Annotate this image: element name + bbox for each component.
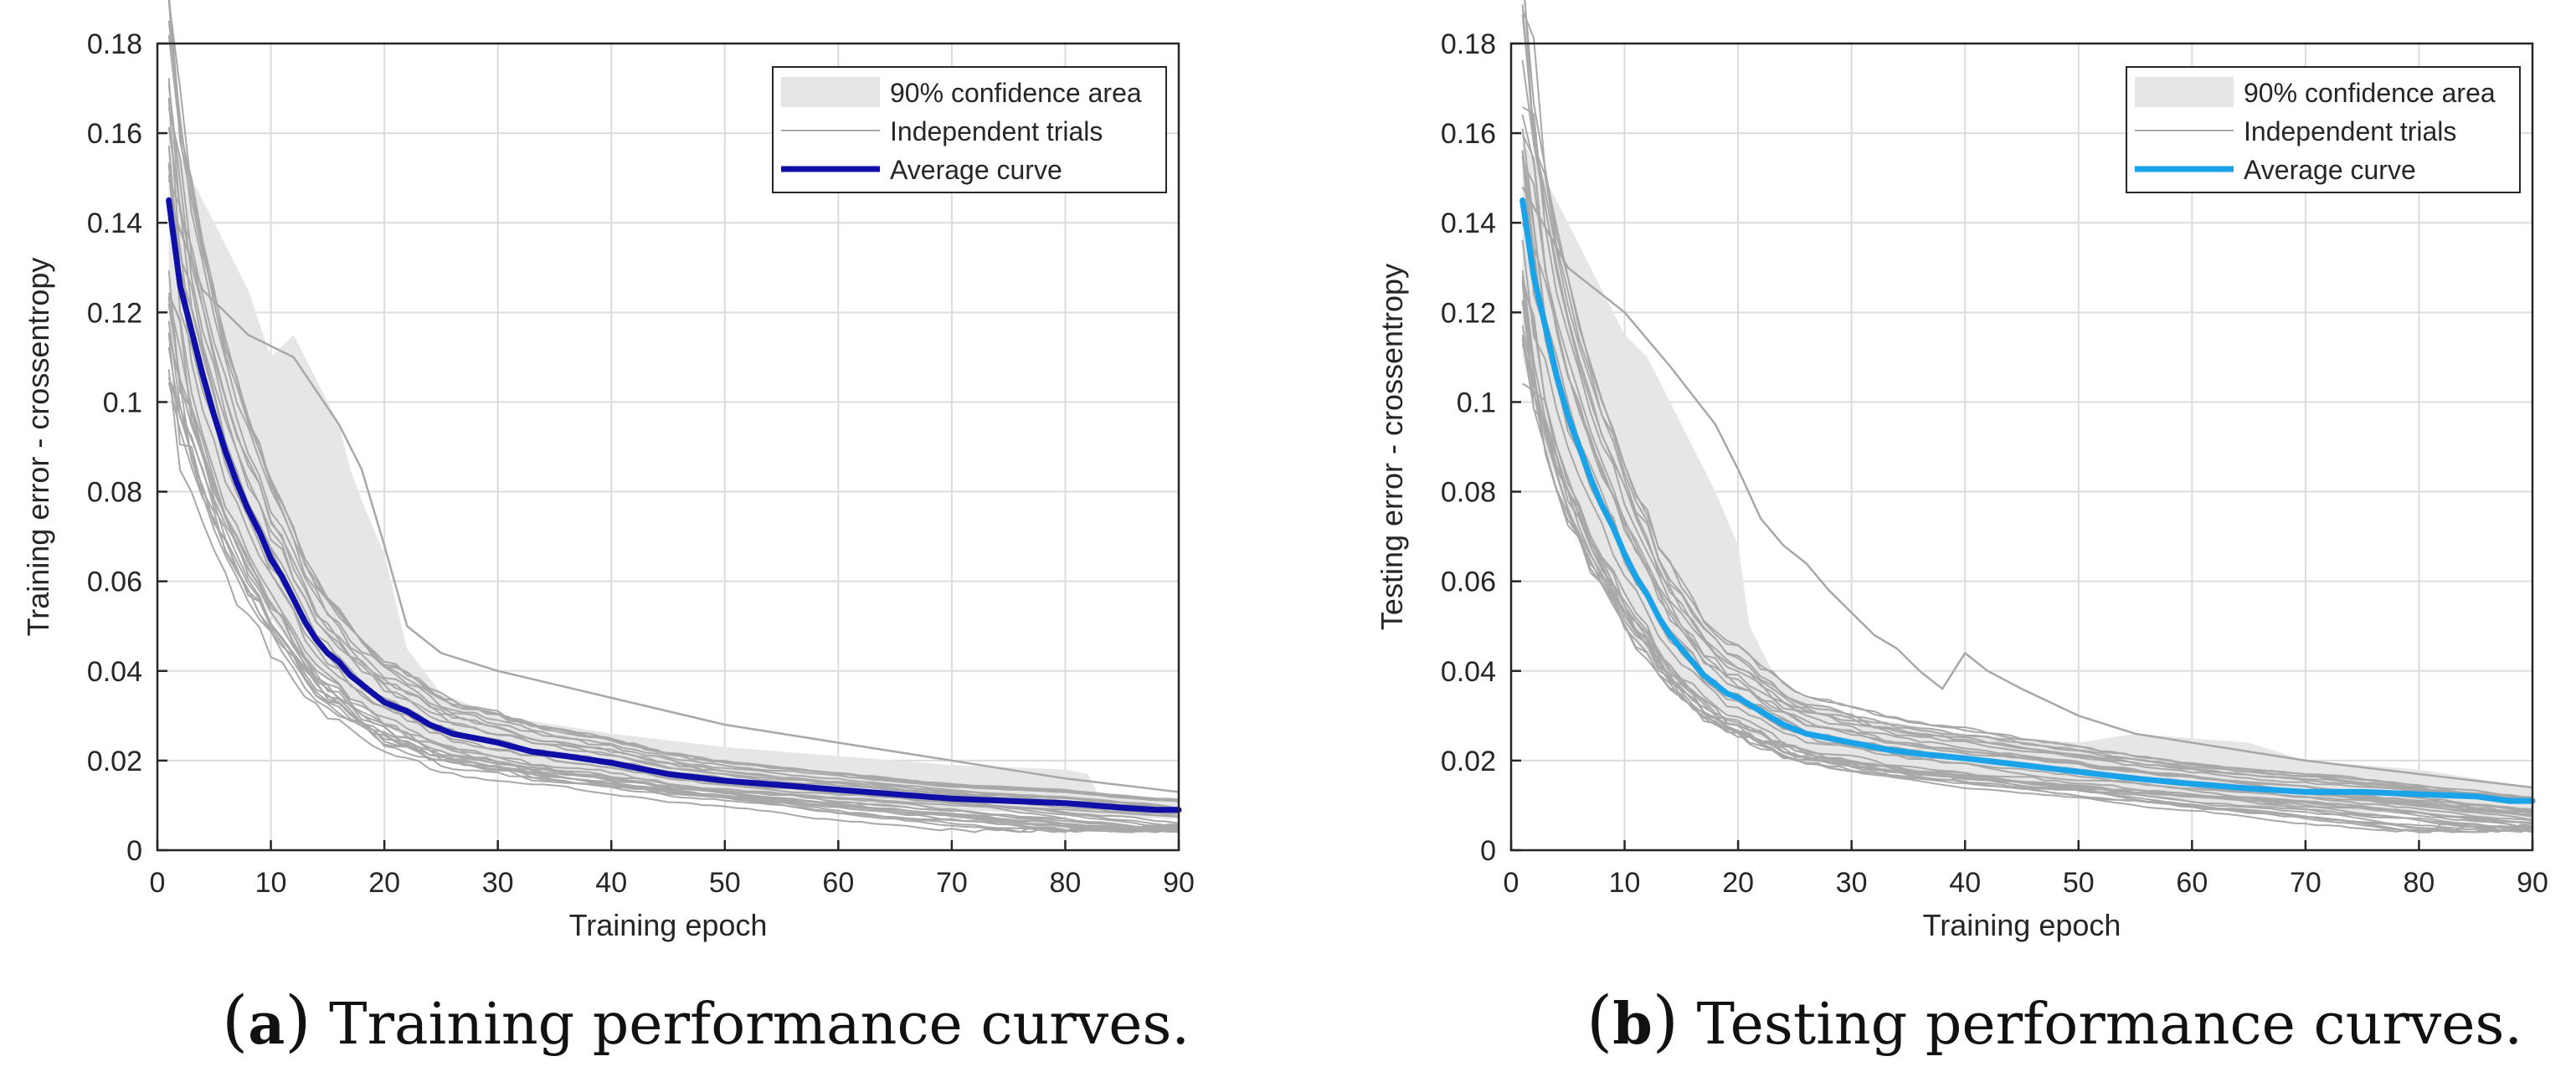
panel-b-x-axis-label: Training epoch: [1923, 908, 2121, 942]
panel-a-xtick-label-40: 40: [595, 867, 627, 899]
panel-b-legend-label-average: Average curve: [2244, 155, 2416, 185]
panel-a-legend-label-confidence: 90% confidence area: [890, 78, 1142, 108]
panel-b-trial-line: [1522, 105, 2533, 799]
panel-a-trial-line: [167, 332, 1180, 833]
panel-a-xtick-label-10: 10: [255, 867, 287, 899]
caption-b-text: Testing performance curves.: [1696, 992, 2523, 1058]
panel-b-legend-swatch-confidence: [2135, 77, 2234, 107]
panel-b-legend-label-confidence: 90% confidence area: [2244, 78, 2496, 108]
panel-a-ytick-label-0.1: 0.1: [103, 387, 142, 418]
panel-b-xtick-label-50: 50: [2063, 867, 2095, 899]
panel-b-xtick-label-20: 20: [1722, 867, 1754, 899]
panel-a-trial-line: [167, 369, 1180, 833]
caption-b-letter: b: [1612, 991, 1653, 1058]
panel-a-trial-line: [167, 303, 1180, 833]
panel-a-independent-trials: [167, 0, 1180, 833]
panel-a-legend-label-trials: Independent trials: [890, 116, 1103, 146]
panel-a-ytick-label-0.12: 0.12: [87, 297, 142, 329]
panel-a-x-axis-label: Training epoch: [569, 908, 768, 942]
panel-a-ytick-label-0.14: 0.14: [87, 208, 142, 239]
panel-b-ytick-label-0: 0: [1480, 835, 1496, 867]
panel-a-ytick-label-0: 0: [126, 835, 142, 867]
panel-b-xtick-label-70: 70: [2290, 867, 2321, 899]
panel-a-trial-line: [167, 296, 1180, 833]
panel-b-average-curve: [1519, 197, 2536, 804]
panel-a-ytick-label-0.16: 0.16: [87, 118, 142, 150]
caption-b: (b) Testing performance curves.: [1586, 982, 2523, 1059]
caption-a-letter: a: [248, 991, 285, 1058]
panel-a-ytick-label-0.06: 0.06: [87, 567, 142, 598]
caption-a: (a) Training performance curves.: [222, 982, 1190, 1059]
panel-a-xtick-label-90: 90: [1163, 867, 1195, 899]
panel-a-xtick-label-0: 0: [150, 867, 166, 899]
panel-b-ytick-label-0.12: 0.12: [1441, 297, 1496, 329]
panel-b-xtick-label-10: 10: [1609, 867, 1641, 899]
panel-b-ytick-label-0.1: 0.1: [1457, 387, 1496, 418]
panel-a-trial-line: [167, 126, 1180, 815]
panel-a-xtick-label-80: 80: [1050, 867, 1082, 899]
panel-b-trial-line: [1521, 133, 2533, 817]
panel-a-ytick-label-0.04: 0.04: [87, 656, 142, 688]
panel-b-trial-line: [1522, 382, 2533, 833]
panel-b-xtick-label-0: 0: [1504, 867, 1519, 899]
panel-a-trial-line: [167, 20, 1180, 803]
panel-b-ytick-label-0.08: 0.08: [1441, 477, 1496, 509]
panel-b-ytick-label-0.18: 0.18: [1441, 28, 1496, 60]
panel-b-xtick-label-40: 40: [1949, 867, 1981, 899]
panel-b-xtick-label-90: 90: [2517, 867, 2548, 899]
panel-b-trial-line: [1521, 276, 2533, 833]
panel-a-trial-line-outlier: [167, 199, 1180, 793]
panel-b-ytick-label-0.04: 0.04: [1441, 656, 1496, 688]
panel-b-trial-line-outlier: [1521, 186, 2533, 789]
panel-a-legend: 90% confidence area Independent trials Ave…: [772, 66, 1167, 193]
panel-a-axes-box: [156, 42, 1180, 852]
panel-b-trial-line: [1521, 9, 2533, 799]
panel-a-legend-swatch-confidence: [781, 77, 880, 107]
panel-b-xtick-label-80: 80: [2404, 867, 2435, 899]
panel-a-xtick-label-20: 20: [368, 867, 400, 899]
panel-a-trial-line: [168, 0, 1180, 803]
panel-b-axes-box: [1509, 42, 2534, 852]
panel-b-ytick-label-0.02: 0.02: [1441, 746, 1496, 777]
panel-b-ytick-label-0.16: 0.16: [1441, 118, 1496, 150]
panel-a-chart: 0 10 20 30 40 50 60 70 80 90 0 0.02 0.04 0.06 0.08 0.1 0…: [21, 0, 1195, 942]
panel-b-legend: 90% confidence area Independent trials Ave…: [2126, 66, 2521, 193]
panel-a-xtick-label-70: 70: [936, 867, 968, 899]
panel-b-ytick-label-0.14: 0.14: [1441, 208, 1496, 239]
panel-b-xtick-label-60: 60: [2176, 867, 2208, 899]
panel-a-trial-line: [167, 377, 1180, 833]
panel-a-ytick-label-0.18: 0.18: [87, 28, 142, 60]
panel-b-chart: 0 10 20 30 40 50 60 70 80 90 0 0.02 0.04 0.06 0.08 0.1 0…: [1375, 0, 2548, 942]
panel-a-ytick-label-0.02: 0.02: [87, 746, 142, 777]
panel-a-trial-line: [167, 84, 1180, 809]
panel-a-legend-label-average: Average curve: [890, 155, 1062, 185]
panel-b-ytick-label-0.06: 0.06: [1441, 567, 1496, 598]
panel-b-trial-line: [1521, 270, 2533, 833]
caption-a-text: Training performance curves.: [329, 992, 1190, 1058]
panel-a-ytick-label-0.08: 0.08: [87, 477, 142, 509]
panel-a-xtick-label-50: 50: [709, 867, 741, 899]
panel-a-xtick-label-60: 60: [822, 867, 854, 899]
panel-b-legend-label-trials: Independent trials: [2244, 116, 2456, 146]
panel-b-y-axis-label: Testing error - crossentropy: [1375, 264, 1409, 630]
panel-a-trial-line: [167, 209, 1180, 824]
panel-b-trial-line: [1521, 14, 2533, 803]
panel-a-trial-line: [167, 382, 1180, 833]
panel-a-trial-line: [167, 107, 1180, 809]
panel-b-trial-line: [1521, 281, 2533, 833]
panel-a-average-curve: [166, 197, 1182, 813]
panel-a-y-axis-label: Training error - crossentropy: [21, 258, 55, 637]
panel-a-xtick-label-30: 30: [482, 867, 514, 899]
panel-b-xtick-label-30: 30: [1836, 867, 1868, 899]
panel-b-trial-line: [1521, 239, 2533, 822]
